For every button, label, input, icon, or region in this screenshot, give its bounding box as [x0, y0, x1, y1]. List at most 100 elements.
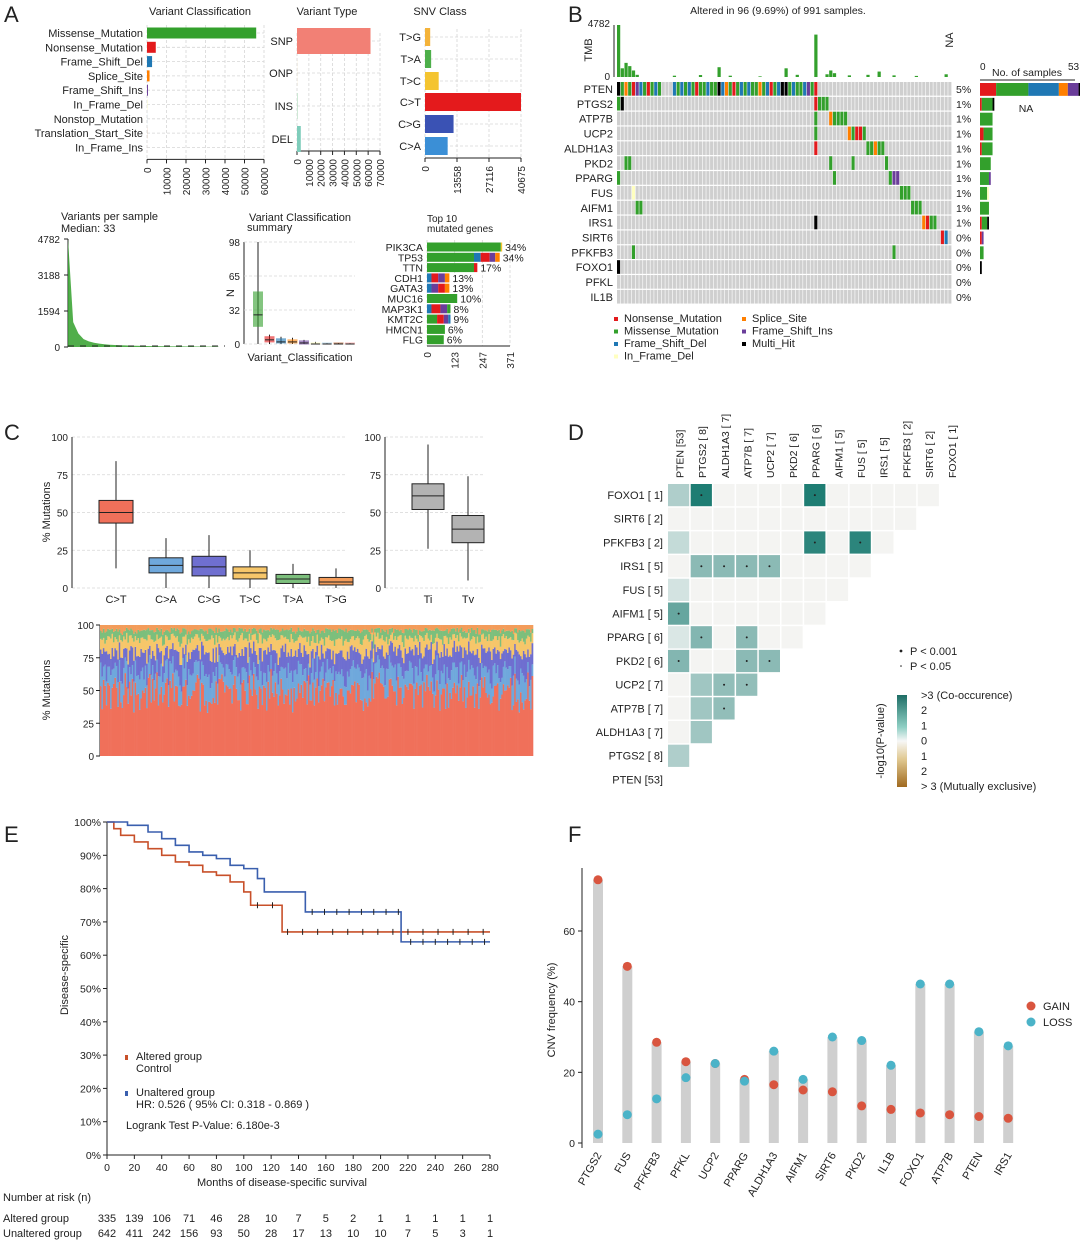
composition-bar-segment: [453, 640, 456, 663]
oncoplot-cell-pten: [620, 82, 624, 96]
oncoplot-cell-empty: [769, 156, 773, 170]
composition-bar-segment: [339, 639, 342, 651]
oncoplot-cell-empty: [836, 141, 840, 156]
oncoplot-cell-empty: [643, 275, 647, 289]
oncoplot-cell-empty: [877, 289, 881, 304]
composition-bar-segment: [531, 664, 534, 676]
oncoplot-cell-aldh1a3: [873, 141, 877, 156]
oncoplot-cell-pten: [710, 82, 714, 96]
composition-bar-segment: [123, 625, 125, 632]
oncoplot-cell-empty: [769, 200, 773, 215]
samples-bar-segment: [980, 186, 988, 200]
bar-t-g: [425, 28, 431, 46]
composition-bar-segment: [414, 625, 417, 630]
oncoplot-cell-empty: [877, 215, 881, 230]
oncoplot-cell-empty: [832, 215, 837, 230]
composition-bar-segment: [489, 631, 492, 641]
composition-bar-segment: [507, 669, 509, 686]
composition-bar-segment: [154, 631, 157, 641]
tick-label: 280: [481, 1162, 499, 1174]
composition-bar-segment: [201, 628, 203, 634]
heatmap-cell: [758, 578, 780, 601]
composition-bar-segment: [254, 633, 257, 651]
composition-bar-segment: [511, 710, 514, 756]
oncoplot-cell-empty: [724, 275, 729, 289]
composition-bar-segment: [504, 638, 506, 649]
composition-bar-segment: [426, 632, 428, 645]
point-gain: [1003, 1113, 1013, 1123]
composition-bar-segment: [407, 630, 410, 640]
oncoplot-cell-empty: [795, 156, 799, 170]
composition-bar-segment: [491, 625, 493, 630]
legend-label: LOSS: [1043, 1017, 1072, 1029]
point-loss: [622, 1110, 632, 1120]
composition-bar-segment: [179, 664, 182, 686]
oncoplot-cell-empty: [754, 289, 758, 304]
composition-bar-segment: [460, 647, 463, 662]
percent-label: 1%: [956, 173, 971, 185]
composition-bar-segment: [291, 625, 294, 632]
oncoplot-cell-empty: [680, 215, 684, 230]
composition-bar-segment: [522, 675, 525, 710]
heatmap-cell: [668, 555, 690, 578]
oncoplot-cell-empty: [788, 230, 792, 245]
composition-bar-segment: [153, 625, 156, 633]
composition-bar-segment: [387, 625, 389, 635]
composition-bar-segment: [302, 637, 304, 657]
samples-bar-segment: [980, 97, 982, 111]
composition-bar-segment: [198, 625, 200, 631]
oncoplot-cell-empty: [620, 245, 624, 259]
oncoplot-cell-empty: [799, 275, 803, 289]
oncoplot-cell-empty: [814, 275, 818, 289]
oncoplot-cell-empty: [896, 289, 900, 304]
composition-bar-segment: [136, 625, 138, 634]
composition-bar-segment: [221, 640, 223, 651]
oncoplot-cell-empty: [810, 126, 814, 141]
composition-bar-segment: [316, 655, 319, 679]
composition-bar-segment: [316, 634, 319, 646]
composition-bar-segment: [459, 662, 462, 688]
heatmap-cell: [781, 578, 803, 601]
composition-bar-segment: [329, 649, 332, 669]
oncoplot-cell-empty: [620, 156, 624, 170]
oncoplot-cell-empty: [706, 200, 710, 215]
box-ti: [411, 483, 445, 510]
composition-bar-segment: [315, 632, 317, 644]
composition-bar-segment: [100, 662, 102, 687]
composition-bar-segment: [245, 647, 248, 673]
composition-bar-segment: [463, 687, 466, 756]
oncoplot-cell-empty: [896, 200, 900, 215]
composition-bar-segment: [521, 625, 524, 631]
category-label: C>T: [400, 97, 421, 109]
composition-bar-segment: [104, 632, 107, 644]
composition-bar-segment: [281, 645, 284, 668]
composition-bar-segment: [131, 638, 134, 648]
composition-bar-segment: [460, 627, 463, 637]
composition-bar-segment: [469, 695, 472, 756]
oncoplot-cell-empty: [698, 171, 703, 185]
composition-bar-segment: [426, 674, 428, 756]
oncoplot-cell-pten: [795, 82, 799, 96]
oncoplot-cell-empty: [751, 111, 755, 126]
heatmap-cell: [690, 602, 712, 625]
oncoplot-cell-empty: [940, 275, 944, 289]
composition-bar-segment: [499, 625, 502, 634]
composition-bar-segment: [361, 663, 363, 679]
category-label: PFKFB3: [632, 1151, 663, 1193]
oncoplot-cell-empty: [710, 215, 714, 230]
composition-bar-segment: [209, 660, 212, 689]
composition-bar-segment: [442, 673, 444, 689]
box: [299, 340, 309, 345]
composition-bar-segment: [430, 625, 433, 631]
composition-bar-segment: [417, 625, 420, 635]
composition-bar-segment: [392, 625, 395, 633]
composition-bar-segment: [227, 686, 229, 756]
composition-bar-segment: [260, 671, 262, 689]
oncoplot-cell-empty: [743, 289, 747, 304]
oncoplot-cell-empty: [736, 156, 740, 170]
composition-bar-segment: [107, 682, 109, 756]
composition-bar-segment: [261, 643, 264, 662]
oncoplot-cell-empty: [695, 111, 699, 126]
oncoplot-cell-empty: [672, 96, 676, 111]
composition-bar-segment: [273, 625, 275, 629]
